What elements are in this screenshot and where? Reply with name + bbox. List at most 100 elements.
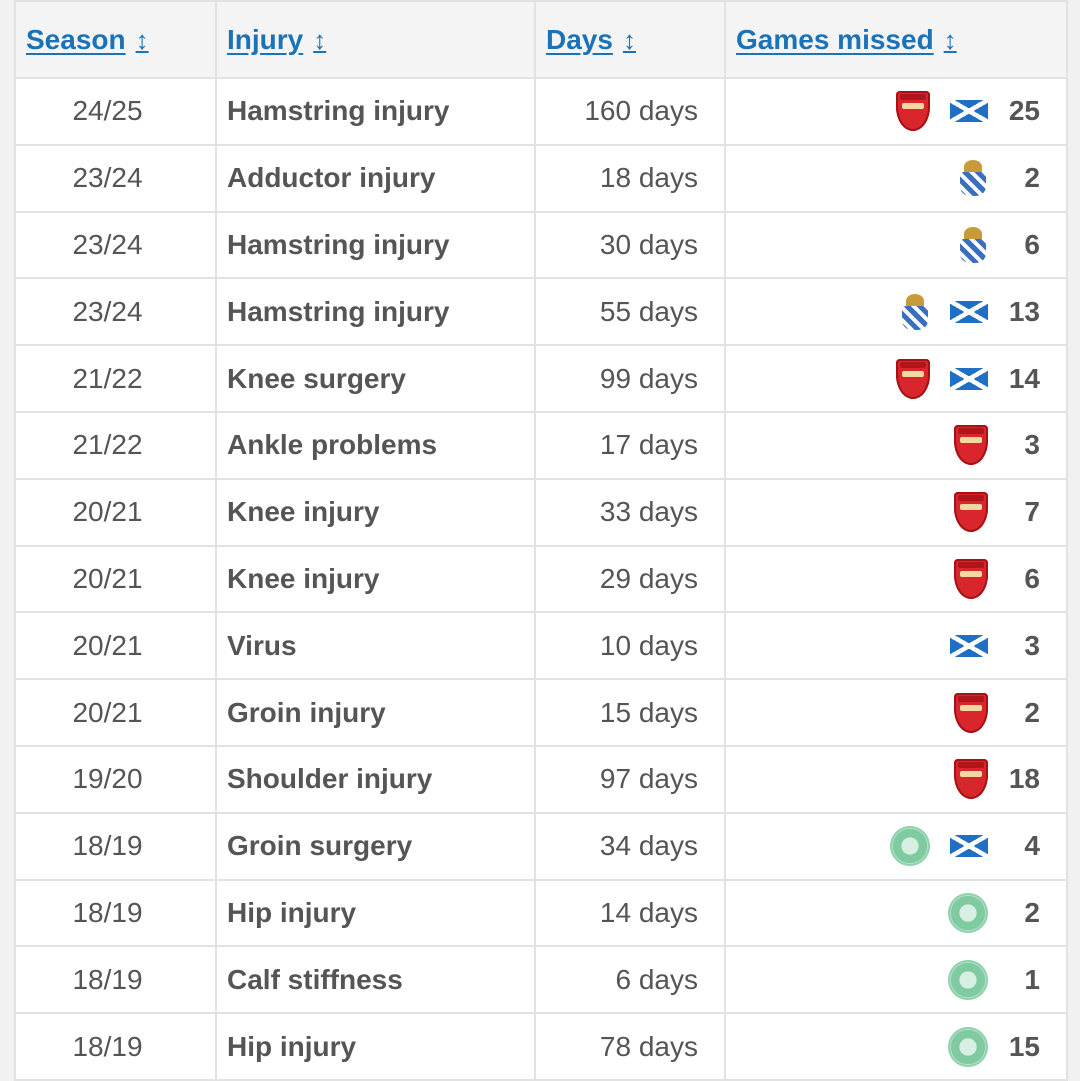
injury-cell: Hamstring injury <box>215 277 536 347</box>
competition-icons <box>954 759 988 800</box>
scotland-flag-icon[interactable] <box>950 300 988 323</box>
table-row: 18/19 Groin surgery 34 days 4 <box>14 811 1068 881</box>
table-row: 19/20 Shoulder injury 97 days 18 <box>14 744 1068 814</box>
injury-cell: Knee injury <box>215 544 536 614</box>
games-missed-content: 2 <box>736 692 1040 733</box>
table-row: 23/24 Hamstring injury 55 days 13 <box>14 277 1068 347</box>
days-cell: 33 days <box>534 477 726 547</box>
arsenal-crest-icon[interactable] <box>954 692 988 733</box>
celtic-crest-icon[interactable] <box>890 826 930 867</box>
injury-cell: Virus <box>215 611 536 681</box>
games-missed-count: 3 <box>1024 429 1040 461</box>
season-cell: 24/25 <box>14 77 217 146</box>
season-cell: 21/22 <box>14 410 217 480</box>
table-header-row: Season ↕ Injury ↕ Days ↕ Games missed ↕ <box>14 0 1068 79</box>
celtic-crest-icon[interactable] <box>948 959 988 1000</box>
celtic-crest-icon[interactable] <box>948 1026 988 1067</box>
sort-arrows-icon[interactable]: ↕ <box>313 24 327 55</box>
injury-history-table: Season ↕ Injury ↕ Days ↕ Games missed ↕ 24/2… <box>14 0 1068 1081</box>
injury-cell: Groin injury <box>215 678 536 747</box>
table-row: 20/21 Knee injury 29 days 6 <box>14 544 1068 614</box>
table-row: 23/24 Adductor injury 18 days 2 <box>14 143 1068 213</box>
games-missed-content: 25 <box>736 91 1040 132</box>
season-cell: 18/19 <box>14 878 217 948</box>
games-missed-content: 2 <box>736 892 1040 933</box>
sort-injury-link[interactable]: Injury <box>227 23 304 55</box>
competition-icons <box>950 634 988 657</box>
season-cell: 18/19 <box>14 811 217 881</box>
table-row: 24/25 Hamstring injury 160 days 25 <box>14 77 1068 146</box>
games-missed-count: 7 <box>1024 496 1040 528</box>
sort-arrows-icon[interactable]: ↕ <box>135 24 149 55</box>
days-cell: 97 days <box>534 744 726 814</box>
column-header-games-missed[interactable]: Games missed ↕ <box>724 0 1068 79</box>
injury-cell: Hip injury <box>215 1012 536 1081</box>
games-missed-cell: 1 <box>724 945 1068 1015</box>
games-missed-cell: 15 <box>724 1012 1068 1081</box>
games-missed-content: 1 <box>736 959 1040 1000</box>
arsenal-crest-icon[interactable] <box>896 91 930 132</box>
real-sociedad-crest-icon[interactable] <box>958 226 988 263</box>
real-sociedad-crest-icon[interactable] <box>900 293 930 330</box>
games-missed-count: 2 <box>1024 896 1040 928</box>
sort-arrows-icon[interactable]: ↕ <box>943 24 957 55</box>
scotland-flag-icon[interactable] <box>950 634 988 657</box>
games-missed-cell: 2 <box>724 143 1068 213</box>
scotland-flag-icon[interactable] <box>950 100 988 123</box>
arsenal-crest-icon[interactable] <box>896 358 930 399</box>
games-missed-cell: 3 <box>724 410 1068 480</box>
competition-icons <box>896 358 988 399</box>
games-missed-content: 15 <box>736 1026 1040 1067</box>
days-cell: 17 days <box>534 410 726 480</box>
season-cell: 18/19 <box>14 1012 217 1081</box>
injury-cell: Knee injury <box>215 477 536 547</box>
season-cell: 23/24 <box>14 210 217 280</box>
days-cell: 99 days <box>534 344 726 413</box>
games-missed-count: 1 <box>1024 963 1040 995</box>
sort-days-link[interactable]: Days <box>546 23 613 55</box>
real-sociedad-crest-icon[interactable] <box>958 160 988 197</box>
injury-cell: Calf stiffness <box>215 945 536 1015</box>
games-missed-content: 3 <box>736 630 1040 662</box>
season-cell: 19/20 <box>14 744 217 814</box>
games-missed-content: 6 <box>736 226 1040 263</box>
sort-season-link[interactable]: Season <box>26 23 126 55</box>
games-missed-cell: 18 <box>724 744 1068 814</box>
column-header-injury[interactable]: Injury ↕ <box>215 0 536 79</box>
games-missed-cell: 7 <box>724 477 1068 547</box>
arsenal-crest-icon[interactable] <box>954 558 988 599</box>
competition-icons <box>948 1026 988 1067</box>
competition-icons <box>954 558 988 599</box>
scotland-flag-icon[interactable] <box>950 367 988 390</box>
table-row: 18/19 Hip injury 14 days 2 <box>14 878 1068 948</box>
competition-icons <box>896 91 988 132</box>
column-header-days[interactable]: Days ↕ <box>534 0 726 79</box>
games-missed-cell: 6 <box>724 544 1068 614</box>
games-missed-cell: 4 <box>724 811 1068 881</box>
arsenal-crest-icon[interactable] <box>954 425 988 466</box>
column-header-season[interactable]: Season ↕ <box>14 0 217 79</box>
sort-games-missed-link[interactable]: Games missed <box>736 23 934 55</box>
competition-icons <box>890 826 988 867</box>
games-missed-content: 13 <box>736 293 1040 330</box>
games-missed-count: 3 <box>1024 629 1040 661</box>
season-cell: 20/21 <box>14 477 217 547</box>
celtic-crest-icon[interactable] <box>948 892 988 933</box>
season-cell: 23/24 <box>14 143 217 213</box>
scotland-flag-icon[interactable] <box>950 835 988 858</box>
days-cell: 34 days <box>534 811 726 881</box>
competition-icons <box>948 892 988 933</box>
season-cell: 20/21 <box>14 678 217 747</box>
days-cell: 14 days <box>534 878 726 948</box>
season-cell: 18/19 <box>14 945 217 1015</box>
games-missed-count: 4 <box>1024 830 1040 862</box>
arsenal-crest-icon[interactable] <box>954 492 988 533</box>
games-missed-cell: 25 <box>724 77 1068 146</box>
days-cell: 10 days <box>534 611 726 681</box>
table-body: 24/25 Hamstring injury 160 days 25 23/24 Addu… <box>14 77 1068 1081</box>
season-cell: 20/21 <box>14 544 217 614</box>
sort-arrows-icon[interactable]: ↕ <box>622 24 636 55</box>
arsenal-crest-icon[interactable] <box>954 759 988 800</box>
table-row: 20/21 Groin injury 15 days 2 <box>14 678 1068 747</box>
injury-cell: Hamstring injury <box>215 210 536 280</box>
